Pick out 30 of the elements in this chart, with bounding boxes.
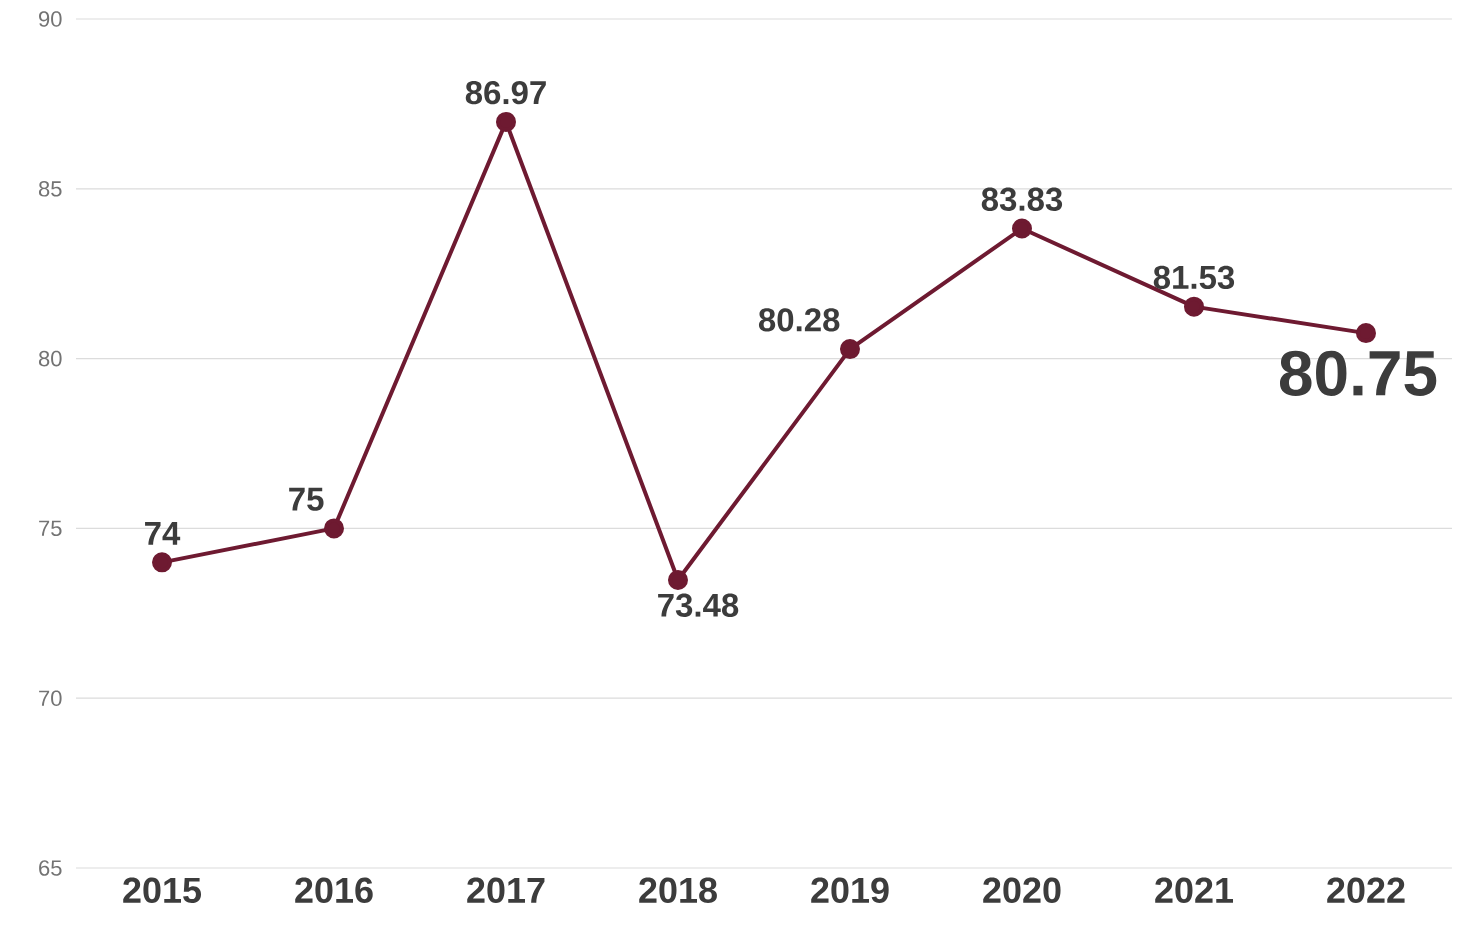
x-tick-label: 2021: [1155, 877, 1234, 904]
point: [324, 518, 344, 539]
x-tick-label: 2020: [983, 877, 1061, 904]
x-tick-label: 2017: [467, 877, 545, 904]
data-label: 74: [145, 522, 181, 545]
x-tick-label: 2019: [811, 877, 889, 904]
y-tick-label: 85: [38, 181, 62, 197]
x-tick-label: 2022: [1327, 877, 1405, 904]
y-tick-label: 75: [39, 520, 62, 537]
point: [668, 570, 688, 591]
y-tick-label: 70: [39, 690, 62, 706]
point: [1011, 218, 1032, 239]
data-label: 80.28: [758, 308, 840, 332]
point: [1183, 296, 1204, 317]
y-tick-label: 65: [39, 860, 62, 876]
x-tick-label: 2015: [123, 877, 202, 904]
data-label: 73.48: [658, 593, 739, 617]
point: [840, 339, 860, 360]
point: [1355, 323, 1376, 344]
data-label: 75: [289, 487, 324, 511]
data-label: 80.75: [1279, 350, 1437, 396]
data-label: 86.97: [465, 81, 546, 105]
y-tick-label: 80: [38, 350, 62, 367]
data-label: 81.53: [1153, 265, 1235, 290]
point: [496, 111, 516, 132]
y-tick-label: 90: [39, 11, 62, 27]
point: [152, 552, 172, 573]
x-tick-label: 2016: [295, 877, 373, 904]
data-label: 83.83: [981, 187, 1063, 211]
x-tick-label: 2018: [639, 877, 717, 904]
